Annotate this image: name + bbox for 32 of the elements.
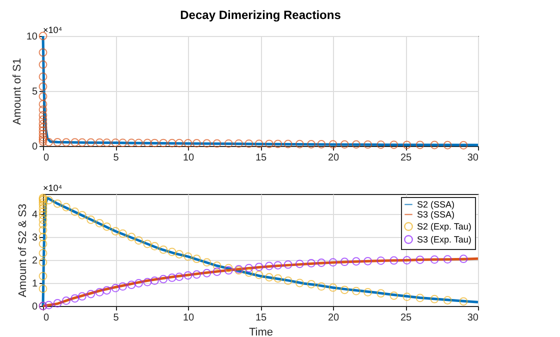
y-tick-label: 1 (32, 278, 38, 290)
text: ×10⁴ (43, 183, 62, 193)
y-tick-label: 3 (32, 232, 38, 244)
y-tick-label: 4 (32, 210, 38, 221)
legend-label: S3 (Exp. Tau) (417, 234, 472, 244)
y-tick-label: 10 (26, 32, 38, 42)
x-tick-label: 20 (328, 152, 340, 164)
y-axis-title: Amount of S2 & S3 (16, 204, 29, 298)
y-tick-label: 5 (32, 86, 38, 98)
x-tick-label: 0 (44, 152, 50, 164)
chart-title: Decay Dimerizing Reactions (180, 8, 342, 22)
x-axis-title: Time (248, 326, 274, 337)
legend-label: S2 (Exp. Tau) (417, 222, 472, 232)
x-tick-label: 10 (182, 152, 194, 164)
x-tick-label: 20 (328, 312, 340, 324)
x-tick-label: 5 (113, 312, 120, 324)
x-tick-label: 15 (255, 152, 267, 164)
y-tick-label: 0 (32, 142, 38, 152)
x-tick-label: 10 (182, 312, 194, 324)
legend-label: S3 (SSA) (417, 210, 455, 220)
y-axis-title: Amount of S1 (11, 58, 24, 125)
x-tick-label: 25 (400, 152, 412, 164)
x-tick-label: 15 (255, 312, 267, 324)
x-tick-label: 5 (113, 152, 120, 164)
y-tick-label: 0 (32, 302, 38, 312)
y-tick-label: 2 (32, 256, 38, 267)
x-tick-label: 0 (44, 312, 50, 324)
text: ×10⁴ (43, 25, 62, 35)
legend-label: S2 (SSA) (417, 200, 455, 210)
x-tick-label: 30 (467, 152, 479, 164)
x-tick-label: 25 (400, 312, 412, 324)
x-tick-label: 30 (467, 312, 479, 324)
